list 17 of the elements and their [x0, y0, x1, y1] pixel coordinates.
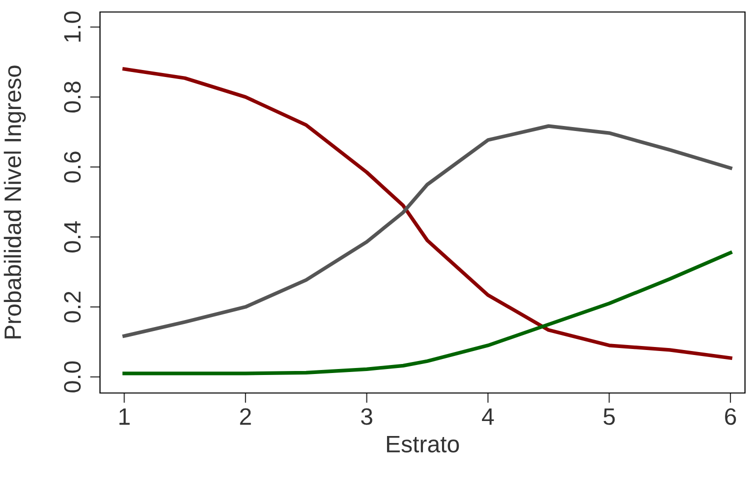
line-series: [122, 67, 732, 360]
x-tick-label: 1: [119, 408, 130, 425]
x-tick-label: 3: [361, 408, 372, 425]
y-tick-label: 0.4: [64, 221, 81, 252]
x-tick-label: 6: [725, 408, 736, 425]
y-tick-label: 1.0: [64, 12, 81, 42]
x-axis-title: Estrato: [387, 436, 459, 452]
x-tick-label: 5: [604, 408, 615, 425]
y-tick-label: 0.6: [64, 152, 81, 182]
x-tick-label: 2: [240, 408, 251, 425]
y-axis-title: Probabilidad Nivel Ingreso: [4, 66, 26, 338]
x-tick-label: 4: [482, 408, 494, 425]
line-series: [122, 124, 732, 338]
y-tick-label: 0.8: [64, 82, 81, 113]
line-series: [122, 250, 732, 376]
y-tick-label: 0.2: [64, 292, 81, 322]
y-tick-label: 0.0: [64, 361, 81, 392]
